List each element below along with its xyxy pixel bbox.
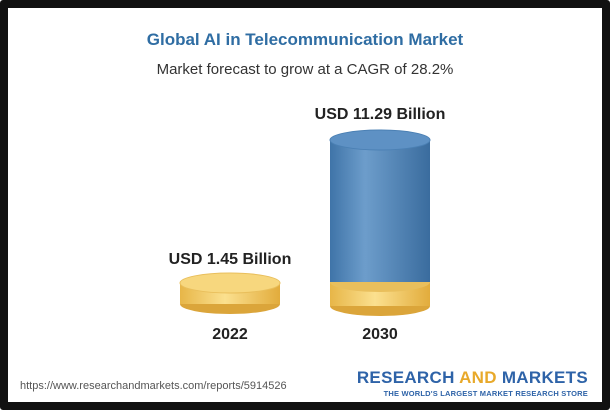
brand-part-and: AND: [459, 368, 497, 387]
bar-2030-top: [329, 129, 431, 151]
brand-part-markets: MARKETS: [501, 368, 588, 387]
category-label-2030: 2030: [362, 326, 398, 343]
bar-2030-body: [330, 140, 430, 282]
value-label-2030: USD 11.29 Billion: [315, 106, 446, 123]
bar-2022: [179, 272, 281, 314]
brand-name: RESEARCH AND MARKETS: [357, 368, 588, 388]
bar-2022-top: [179, 272, 281, 294]
bar-2030: [329, 129, 431, 316]
brand-part-research: RESEARCH: [356, 368, 455, 387]
chart-title: Global AI in Telecommunication Market: [146, 30, 464, 49]
category-label-2022: 2022: [212, 326, 248, 343]
brand-tagline: THE WORLD'S LARGEST MARKET RESEARCH STOR…: [383, 389, 588, 398]
value-label-2022: USD 1.45 Billion: [169, 251, 292, 268]
brand-logo: RESEARCH AND MARKETS THE WORLD'S LARGEST…: [357, 368, 588, 398]
chart-subtitle: Market forecast to grow at a CAGR of 28.…: [156, 61, 454, 78]
source-url: https://www.researchandmarkets.com/repor…: [20, 380, 287, 392]
